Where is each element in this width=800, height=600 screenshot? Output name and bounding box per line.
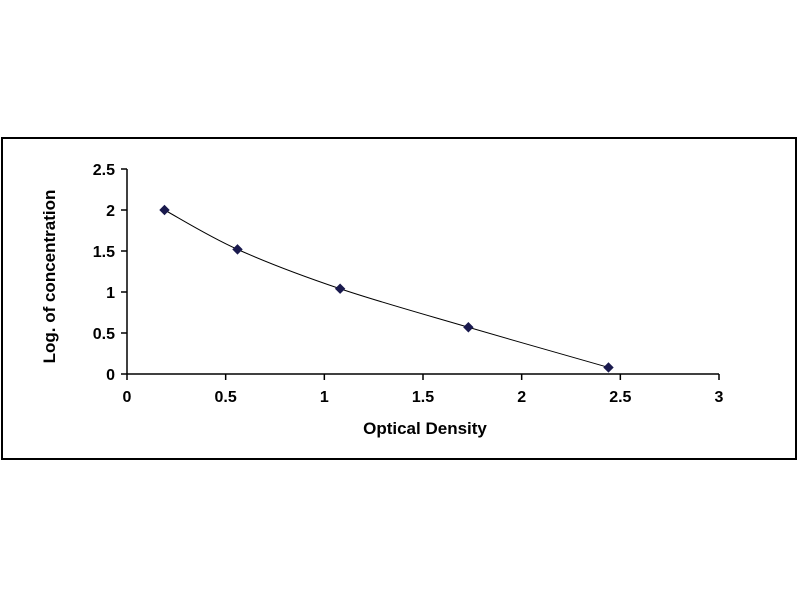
- chart-svg: 0 0.5 1 1.5 2 2.5 3 0 0.5 1 1.5 2 2.5 Optical Densi…: [40, 162, 724, 438]
- x-tick-label: 1.5: [412, 389, 434, 406]
- data-point-diamond: [232, 244, 243, 255]
- x-tick-label: 3: [715, 389, 724, 406]
- data-point-diamond: [463, 322, 474, 333]
- x-tick-label: 2: [517, 389, 526, 406]
- chart-frame: 0 0.5 1 1.5 2 2.5 3 0 0.5 1 1.5 2 2.5 Optical Densi…: [1, 137, 797, 460]
- series-layer: [159, 204, 614, 373]
- x-tick-label: 1: [320, 389, 329, 406]
- y-tick-labels: 0 0.5 1 1.5 2 2.5: [93, 162, 115, 384]
- x-tick-label: 2.5: [609, 389, 631, 406]
- x-tick-labels: 0 0.5 1 1.5 2 2.5 3: [123, 389, 724, 406]
- y-tick-label: 0.5: [93, 326, 115, 343]
- series-curve: [164, 209, 609, 368]
- y-tick-label: 0: [106, 367, 115, 384]
- x-axis-title: Optical Density: [363, 419, 487, 438]
- y-tick-label: 2: [106, 203, 115, 220]
- x-tick-label: 0: [123, 389, 132, 406]
- axis-ticks: [121, 168, 720, 380]
- y-axis-title: Log. of concentration: [40, 190, 59, 364]
- x-tick-label: 0.5: [215, 389, 237, 406]
- y-tick-label: 1: [106, 285, 115, 302]
- y-tick-label: 2.5: [93, 162, 115, 179]
- y-tick-label: 1.5: [93, 244, 115, 261]
- data-point-diamond: [603, 362, 614, 373]
- data-point-diamond: [159, 204, 170, 216]
- data-point-diamond: [334, 283, 346, 294]
